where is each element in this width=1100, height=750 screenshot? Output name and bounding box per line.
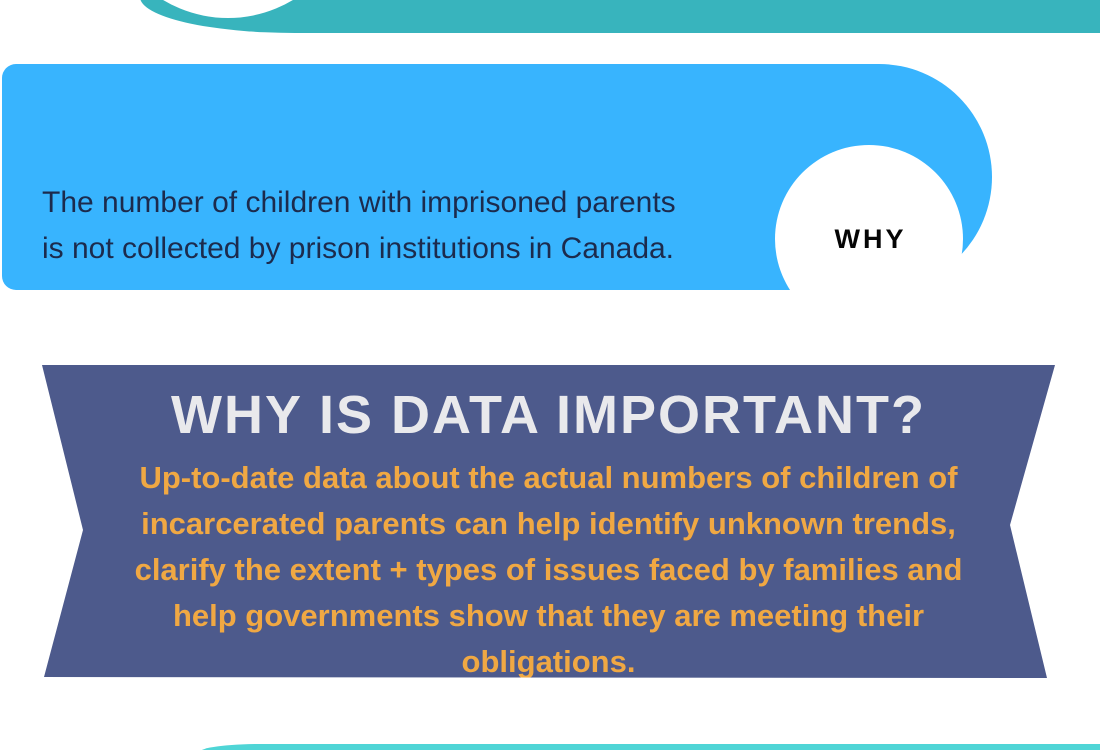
bottom-teal-bar bbox=[200, 744, 1100, 750]
fact-text-line-2: is not collected by prison institutions … bbox=[42, 232, 675, 265]
top-teal-bar bbox=[140, 0, 1100, 33]
fact-card: The number of children with imprisoned p… bbox=[2, 64, 992, 333]
importance-ribbon-banner: WHY IS DATA IMPORTANT? Up-to-date data a… bbox=[42, 365, 1055, 678]
why-badge-circle: WHY bbox=[775, 145, 963, 333]
banner-body: Up-to-date data about the actual numbers… bbox=[42, 455, 1055, 679]
fact-text: The number of children with imprisoned p… bbox=[42, 180, 676, 272]
banner-body-line-2: incarcerated parents can help identify u… bbox=[141, 506, 956, 541]
banner-body-line-5: obligations. bbox=[461, 644, 636, 679]
banner-body-line-1: Up-to-date data about the actual numbers… bbox=[139, 460, 958, 495]
why-badge-label: WHY bbox=[834, 223, 907, 254]
fact-text-line-1: The number of children with imprisoned p… bbox=[42, 186, 676, 219]
banner-title: WHY IS DATA IMPORTANT? bbox=[171, 385, 926, 445]
banner-body-line-4: help governments show that they are meet… bbox=[172, 598, 925, 633]
banner-body-line-3: clarify the extent + types of issues fac… bbox=[134, 552, 963, 587]
